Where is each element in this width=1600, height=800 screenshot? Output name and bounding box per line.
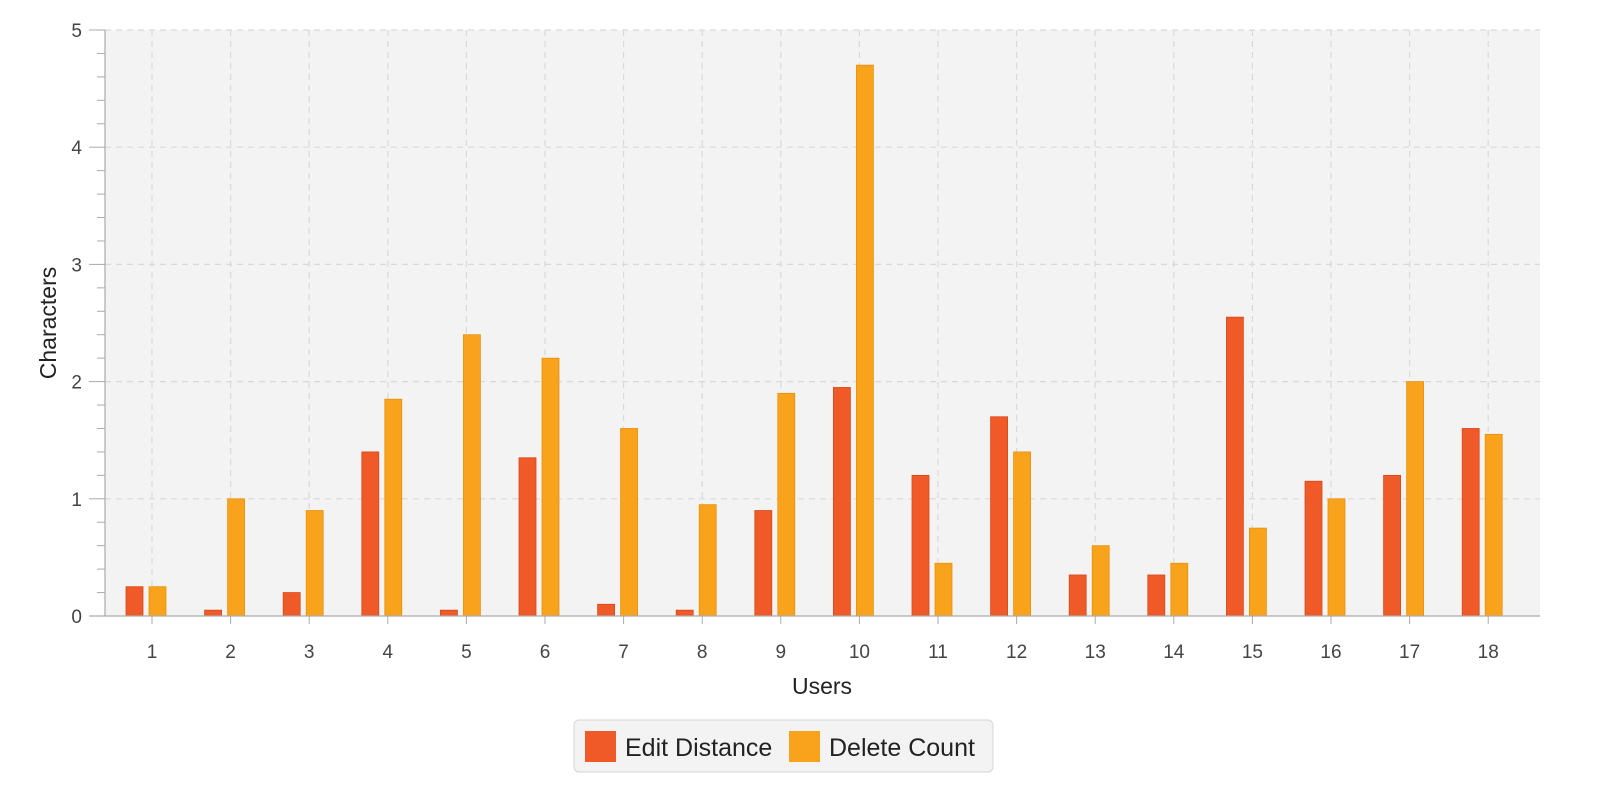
legend-label-edit-distance: Edit Distance (625, 734, 772, 762)
x-tick-label: 17 (1399, 642, 1420, 663)
y-tick-label: 1 (71, 490, 82, 511)
bar-edit-distance-user-10 (833, 387, 851, 617)
x-tick-label: 9 (776, 642, 787, 663)
bar-edit-distance-user-16 (1304, 480, 1323, 617)
x-tick-label: 8 (697, 642, 708, 663)
bar-delete-count-user-6 (541, 357, 560, 617)
bar-edit-distance-user-13 (1068, 574, 1087, 617)
x-tick-label: 4 (383, 642, 394, 663)
bar-delete-count-user-15 (1249, 527, 1267, 617)
bar-edit-distance-user-15 (1226, 316, 1244, 617)
bar-delete-count-user-8 (698, 504, 717, 617)
bar-delete-count-user-13 (1091, 545, 1110, 617)
bar-delete-count-user-3 (305, 510, 324, 617)
bar-delete-count-user-7 (620, 428, 638, 617)
bar-delete-count-user-11 (934, 562, 953, 617)
legend-swatch-delete-count (789, 731, 820, 762)
x-tick-label: 16 (1320, 642, 1341, 663)
axes (89, 29, 1540, 624)
bar-delete-count-user-2 (227, 498, 246, 617)
x-axis-title: Users (792, 673, 852, 699)
x-tick-label: 5 (461, 642, 472, 663)
x-tick-label: 6 (540, 642, 551, 663)
bar-edit-distance-user-9 (754, 510, 773, 617)
x-tick-label: 1 (147, 642, 158, 663)
legend-label-delete-count: Delete Count (829, 734, 975, 762)
bar-delete-count-user-14 (1170, 562, 1189, 617)
legend-box (573, 719, 994, 773)
bar-edit-distance-user-7 (597, 603, 615, 617)
bar-delete-count-user-16 (1327, 498, 1346, 617)
bar-delete-count-user-12 (1013, 451, 1031, 617)
y-tick-label: 5 (71, 21, 82, 42)
bar-edit-distance-user-14 (1147, 574, 1166, 617)
bar-edit-distance-user-12 (990, 416, 1008, 617)
bar-edit-distance-user-4 (361, 451, 380, 617)
legend: Edit Distance Delete Count (573, 719, 994, 773)
bar-edit-distance-user-11 (911, 474, 930, 617)
bar-delete-count-user-5 (462, 334, 481, 617)
x-tick-label: 2 (225, 642, 236, 663)
bar-delete-count-user-1 (148, 586, 167, 617)
x-tick-label: 12 (1006, 642, 1027, 663)
bar-delete-count-user-4 (384, 398, 403, 617)
bar-delete-count-user-18 (1484, 433, 1503, 617)
bar-edit-distance-user-5 (439, 609, 458, 617)
bar-edit-distance-user-18 (1461, 428, 1480, 617)
x-tick-label: 11 (928, 642, 948, 663)
y-tick-label: 4 (71, 138, 82, 159)
bars (125, 64, 1503, 617)
y-tick-label: 3 (71, 255, 82, 276)
bar-delete-count-user-9 (777, 392, 796, 617)
bar-edit-distance-user-17 (1383, 474, 1401, 617)
x-tick-label: 14 (1163, 642, 1185, 663)
plot-area (105, 30, 1540, 616)
x-tick-label: 10 (849, 642, 870, 663)
y-axis-title: Characters (35, 267, 61, 379)
x-tick-label: 18 (1478, 642, 1499, 663)
x-tick-label: 13 (1085, 642, 1106, 663)
bar-edit-distance-user-2 (204, 609, 223, 617)
x-tick-label: 7 (618, 642, 629, 663)
y-tick-label: 0 (71, 607, 82, 628)
legend-swatch-edit-distance (585, 731, 616, 762)
bar-edit-distance-user-6 (518, 457, 537, 617)
bar-edit-distance-user-1 (125, 586, 144, 617)
x-tick-label: 15 (1242, 642, 1263, 663)
bar-edit-distance-user-8 (675, 609, 694, 617)
x-tick-label: 3 (304, 642, 315, 663)
bar-delete-count-user-17 (1406, 381, 1424, 617)
bar-edit-distance-user-3 (282, 592, 301, 617)
y-tick-label: 2 (71, 373, 82, 394)
bar-delete-count-user-10 (856, 64, 874, 617)
